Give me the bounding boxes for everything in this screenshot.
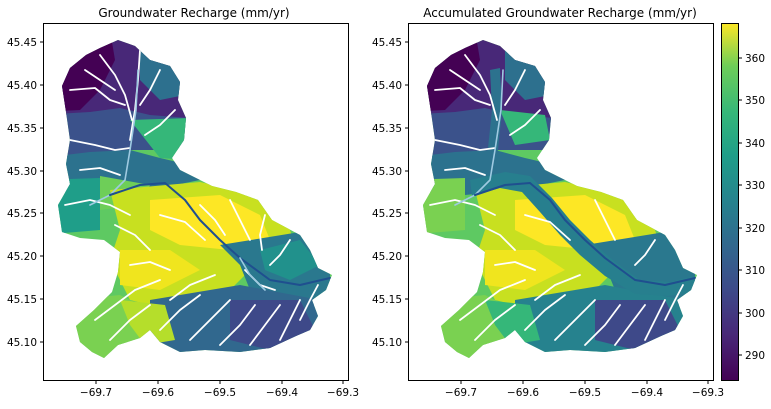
- x-tick-label: −69.3: [692, 387, 724, 399]
- y-tick-label: 45.10: [372, 337, 402, 349]
- colorbar: 360 350 340 330 320 310 300 290: [721, 23, 765, 381]
- colorbar-tick-label: 320: [745, 223, 765, 235]
- stream-network: [64, 49, 319, 346]
- watershed-map: [423, 40, 697, 358]
- colorbar-tick-label: 310: [745, 265, 765, 277]
- y-axis: 45.45 45.40 45.35 45.30 45.25 45.20 45.1…: [7, 37, 43, 349]
- colorbar-tick-label: 360: [745, 53, 765, 65]
- x-tick-label: −69.6: [142, 387, 174, 399]
- colorbar-gradient: [721, 23, 739, 381]
- stream-network: [429, 54, 684, 346]
- x-tick-label: −69.7: [445, 387, 477, 399]
- colorbar-tick-label: 300: [745, 308, 765, 320]
- y-tick-label: 45.25: [372, 208, 402, 220]
- colorbar-frame: [721, 23, 739, 381]
- y-axis: 45.45 45.40 45.35 45.30 45.25 45.20 45.1…: [372, 37, 408, 349]
- y-tick-label: 45.10: [7, 337, 37, 349]
- y-tick-label: 45.20: [372, 251, 402, 263]
- y-tick-label: 45.30: [372, 166, 402, 178]
- x-tick-label: −69.6: [507, 387, 539, 399]
- colorbar-tick-label: 290: [745, 350, 765, 362]
- recharge-map-panel: Groundwater Recharge (mm/yr): [7, 6, 359, 399]
- y-tick-label: 45.40: [372, 80, 402, 92]
- y-tick-label: 45.20: [7, 251, 37, 263]
- y-tick-label: 45.45: [7, 37, 37, 49]
- y-tick-label: 45.35: [7, 123, 37, 135]
- accumulated-recharge-map-panel: Accumulated Groundwater Recharge (mm/yr): [372, 6, 724, 399]
- main-river: [89, 69, 331, 291]
- axes-frame: [43, 23, 349, 381]
- x-axis: −69.7 −69.6 −69.5 −69.4 −69.3: [445, 381, 724, 399]
- panel-title: Groundwater Recharge (mm/yr): [98, 6, 289, 20]
- y-tick-label: 45.25: [7, 208, 37, 220]
- y-tick-label: 45.15: [372, 294, 402, 306]
- colorbar-tick-label: 330: [745, 180, 765, 192]
- y-tick-label: 45.45: [372, 37, 402, 49]
- x-tick-label: −69.3: [327, 387, 359, 399]
- y-tick-label: 45.40: [7, 80, 37, 92]
- x-axis: −69.7 −69.6 −69.5 −69.4 −69.3: [80, 381, 359, 399]
- colorbar-tick-label: 350: [745, 95, 765, 107]
- colorbar-tick-label: 340: [745, 138, 765, 150]
- y-tick-label: 45.30: [7, 166, 37, 178]
- main-river: [454, 69, 696, 286]
- x-tick-label: −69.4: [266, 387, 298, 399]
- y-tick-label: 45.35: [372, 123, 402, 135]
- y-tick-label: 45.15: [7, 294, 37, 306]
- watershed-map: [58, 40, 332, 358]
- colorbar-ticks: 360 350 340 330 320 310 300 290: [739, 53, 765, 362]
- x-tick-label: −69.5: [204, 387, 236, 399]
- x-tick-label: −69.4: [631, 387, 663, 399]
- panel-title: Accumulated Groundwater Recharge (mm/yr): [423, 6, 697, 20]
- x-tick-label: −69.5: [569, 387, 601, 399]
- x-tick-label: −69.7: [80, 387, 112, 399]
- axes-frame: [408, 23, 714, 381]
